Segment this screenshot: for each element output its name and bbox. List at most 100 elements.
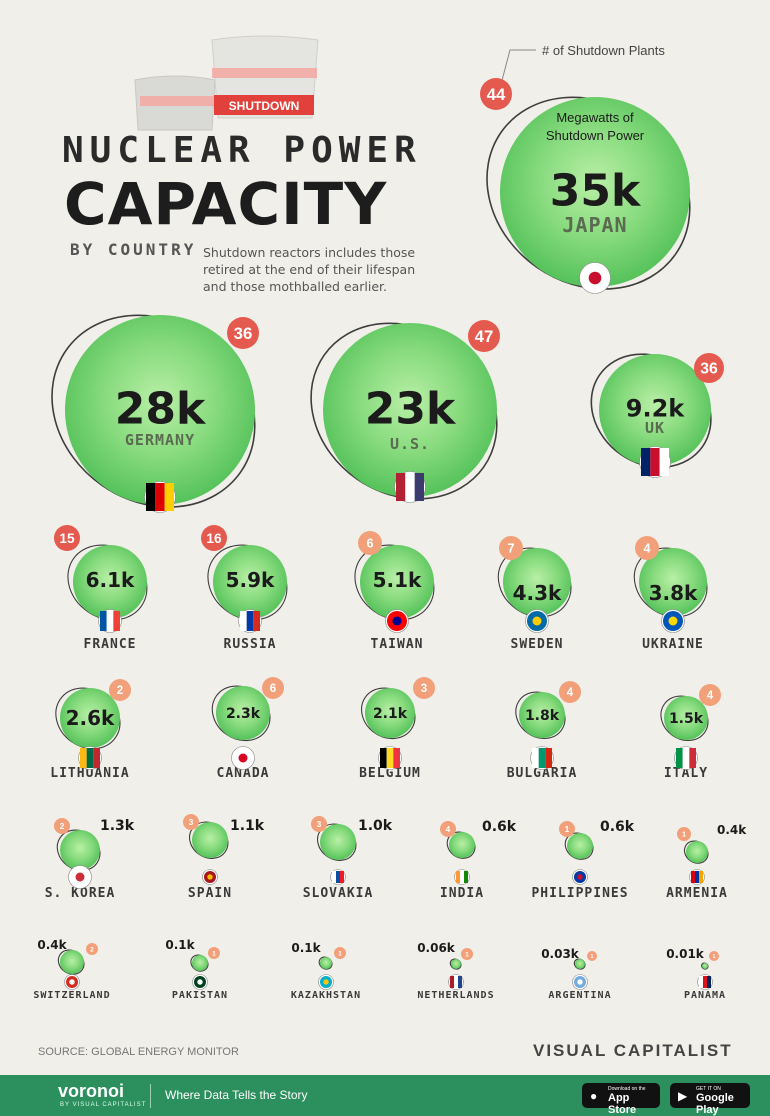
- flag-panama-a: [699, 976, 703, 988]
- flag-us-b: [405, 473, 415, 501]
- plants-count-germany: 36: [234, 324, 253, 343]
- shutdown-banner-label: SHUTDOWN: [229, 99, 300, 113]
- mw-label-spain: 1.1k: [230, 818, 265, 834]
- bubble-kazakhstan: [320, 957, 332, 969]
- plants-badge-armenia: [677, 827, 691, 841]
- flag-slovakia-c: [340, 871, 344, 883]
- country-label-japan: JAPAN: [562, 213, 627, 237]
- cooling-towers-illustration: [134, 35, 319, 131]
- flag-italy-b: [682, 748, 690, 768]
- country-label-ukraine: UKRAINE: [642, 637, 704, 652]
- mw-label-ukraine: 3.8k: [649, 581, 698, 605]
- plants-count-canada: 6: [270, 683, 276, 695]
- flag-uk-b: [650, 448, 660, 476]
- country-label-panama: PANAMA: [684, 990, 726, 1001]
- bubble-russia: [213, 545, 287, 619]
- plants-badge-sweden: [499, 536, 523, 560]
- app-store-small-text: Download on the: [608, 1086, 646, 1092]
- flag-kazakhstan-b: [323, 979, 329, 985]
- flag-pakistan-b: [197, 979, 203, 985]
- flag-belgium-c: [393, 748, 400, 768]
- country-label-skorea: S. KOREA: [45, 886, 116, 901]
- flag-slovakia-b: [336, 871, 340, 883]
- bubble-taiwan: [360, 545, 434, 619]
- flag-russia-a: [240, 611, 247, 631]
- plants-count-japan: 44: [487, 85, 506, 104]
- country-label-taiwan: TAIWAN: [371, 637, 424, 652]
- play-icon: ▶: [678, 1089, 688, 1103]
- footer-bar: voronoi BY VISUAL CAPITALIST Where Data …: [0, 1075, 770, 1116]
- flag-switzerland-b: [69, 979, 75, 985]
- source-note: SOURCE: GLOBAL ENERGY MONITOR: [38, 1046, 239, 1058]
- plants-count-india: 4: [446, 824, 451, 834]
- flag-panama-c: [707, 976, 711, 988]
- mw-label-kazakhstan: 0.1k: [291, 941, 321, 955]
- bubble-slovakia: [320, 824, 356, 860]
- bubble-france: [73, 545, 147, 619]
- bubble-us: [323, 323, 497, 497]
- flag-lithuania-a: [80, 748, 87, 768]
- bubble-sweden: [503, 548, 571, 616]
- plants-count-bulgaria: 4: [567, 687, 574, 699]
- flag-us-c: [414, 473, 424, 501]
- plants-count-us: 47: [475, 327, 494, 346]
- plants-count-philippines: 1: [565, 824, 570, 834]
- country-label-germany: GERMANY: [125, 431, 195, 449]
- country-label-slovakia: SLOVAKIA: [303, 886, 374, 901]
- mw-label-belgium: 2.1k: [373, 706, 408, 722]
- country-label-france: FRANCE: [84, 637, 137, 652]
- flag-germany-a: [146, 483, 156, 511]
- country-label-netherlands: NETHERLANDS: [417, 990, 494, 1001]
- mw-label-canada: 2.3k: [226, 706, 261, 722]
- country-label-uk: UK: [645, 419, 665, 437]
- plants-badge-canada: [262, 677, 284, 699]
- plants-badge-spain: [183, 814, 199, 830]
- plants-count-italy: 4: [707, 690, 714, 702]
- flag-bulgaria-c: [545, 748, 552, 768]
- google-play-button[interactable]: ▶ GET IT ON Google Play: [670, 1083, 750, 1116]
- bubble-philippines: [567, 833, 593, 859]
- plants-badge-bulgaria: [559, 681, 581, 703]
- country-label-spain: SPAIN: [188, 886, 232, 901]
- brand-byline: BY VISUAL CAPITALIST: [60, 1102, 147, 1108]
- mw-label-argentina: 0.03k: [541, 947, 580, 961]
- country-label-canada: CANADA: [217, 766, 270, 781]
- bubble-panama: [702, 963, 708, 969]
- app-store-button[interactable]: ● Download on the App Store: [582, 1083, 660, 1116]
- plants-count-ukraine: 4: [643, 542, 650, 556]
- mw-label-panama: 0.01k: [666, 947, 705, 961]
- mw-label-india: 0.6k: [482, 819, 517, 835]
- bubble-belgium: [365, 688, 415, 738]
- title-top: NUCLEAR POWER: [62, 130, 422, 171]
- mw-label-france: 6.1k: [86, 568, 135, 592]
- flag-uk-a: [641, 448, 651, 476]
- country-label-bulgaria: BULGARIA: [507, 766, 578, 781]
- flag-netherlands-c: [458, 976, 462, 988]
- flag-belgium-b: [386, 748, 394, 768]
- bubble-spain: [192, 822, 228, 858]
- flag-panama-b: [703, 976, 707, 988]
- plants-badge-lithuania: [109, 679, 131, 701]
- plants-count-uk: 36: [700, 361, 718, 378]
- legend-plants-label: # of Shutdown Plants: [542, 43, 665, 58]
- flag-us-a: [396, 473, 406, 501]
- plants-count-spain: 3: [189, 817, 194, 827]
- country-label-lithuania: LITHUANIA: [50, 766, 129, 781]
- country-label-pakistan: PAKISTAN: [172, 990, 228, 1001]
- mw-label-italy: 1.5k: [669, 711, 704, 727]
- plants-count-switzerland: 2: [90, 946, 94, 953]
- mw-label-taiwan: 5.1k: [373, 568, 422, 592]
- plants-badge-india: [440, 821, 456, 837]
- flag-taiwan-b: [392, 616, 402, 626]
- google-play-large-text: Google Play: [696, 1092, 734, 1116]
- bubble-germany: [65, 315, 255, 505]
- plants-badge-netherlands: [461, 948, 473, 960]
- plants-badge-italy: [699, 684, 721, 706]
- bubble-canada: [216, 686, 270, 740]
- flag-slovakia-a: [332, 871, 336, 883]
- flag-india-a: [456, 871, 460, 883]
- plants-badge-japan: [480, 78, 512, 110]
- flag-sweden-b: [532, 616, 542, 626]
- plants-badge-russia: [201, 525, 227, 551]
- google-play-small-text: GET IT ON: [696, 1086, 721, 1092]
